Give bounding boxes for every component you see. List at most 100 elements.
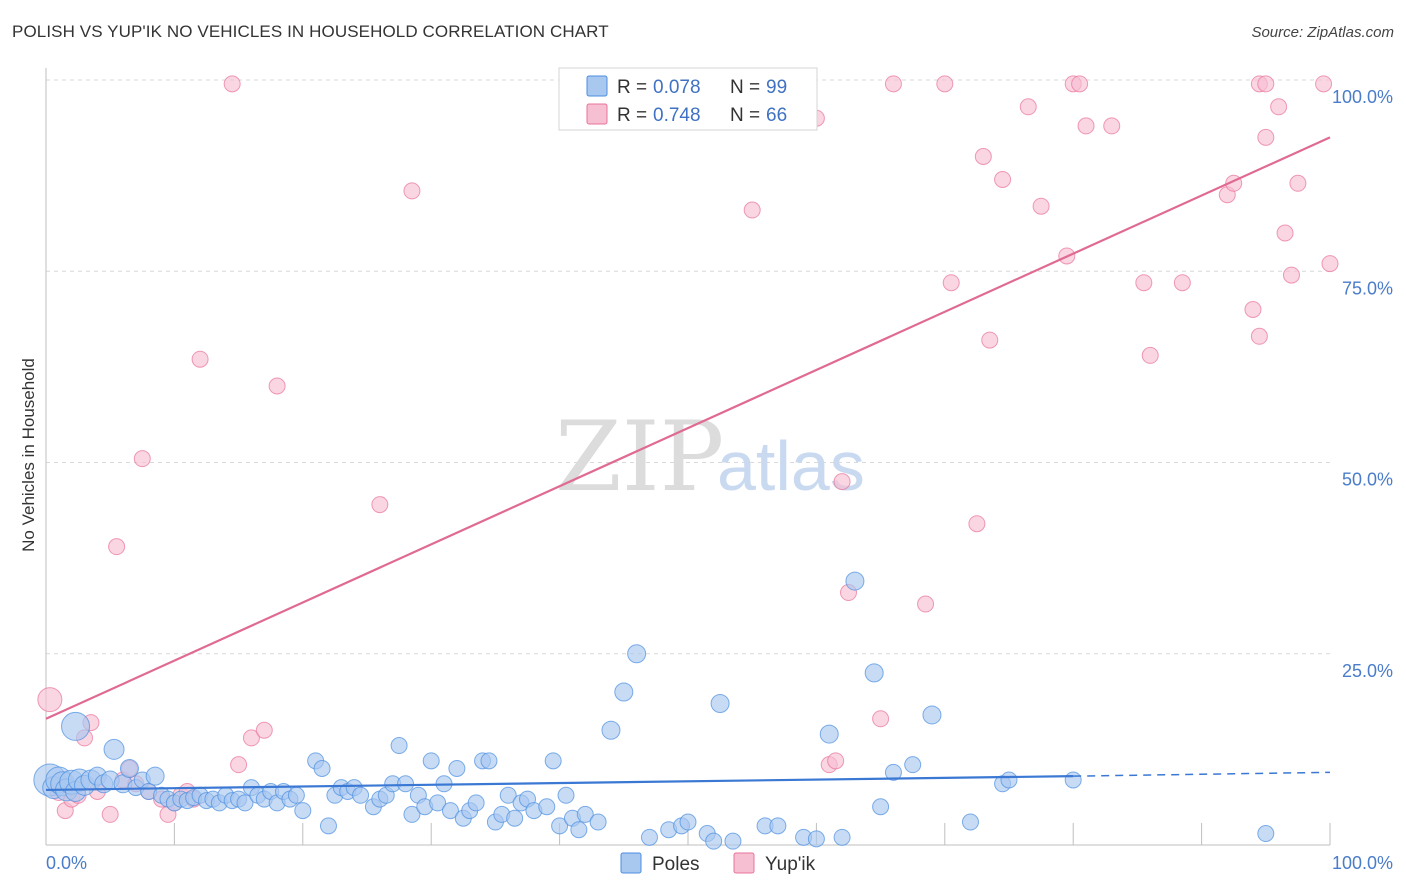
poles-point [614, 682, 634, 702]
legend-poles-r-value: 0.078 [653, 77, 701, 98]
poles-point [441, 802, 459, 820]
correlation-legend: R = 0.078 N = 99 R = 0.748 N = 66 [558, 67, 818, 131]
yupik-points [37, 75, 1339, 823]
yupik-point [1250, 327, 1268, 345]
poles-point [429, 794, 447, 812]
series-legend-label-yupik: Yup'ik [765, 854, 816, 875]
yupik-point [230, 756, 248, 774]
yupik-point [1289, 174, 1307, 192]
poles-point [807, 830, 825, 848]
x-tick-label-end: 100.0% [1332, 853, 1393, 873]
poles-point [1000, 771, 1018, 789]
yupik-point [242, 729, 260, 747]
poles-point [833, 828, 851, 846]
poles-point [390, 737, 408, 755]
yupik-point [1282, 266, 1300, 284]
poles-point [551, 817, 569, 835]
poles-point [710, 693, 730, 713]
poles-point [313, 760, 331, 777]
poles-point [819, 724, 839, 744]
yupik-point [133, 450, 151, 468]
x-tick-label-start: 0.0% [46, 853, 87, 873]
chart-title: POLISH VS YUP'IK NO VEHICLES IN HOUSEHOL… [12, 22, 609, 41]
watermark-zip: ZIP [555, 401, 724, 513]
poles-point [1257, 825, 1275, 843]
yupik-point [1257, 128, 1275, 146]
poles-point [544, 752, 562, 770]
yupik-point [268, 377, 286, 395]
poles-point [397, 775, 415, 793]
series-legend-swatch-poles [620, 852, 642, 874]
y-tick-label: 75.0% [1342, 278, 1393, 298]
poles-point [589, 813, 607, 831]
yupik-point [108, 538, 126, 556]
legend-yupik-r-value: 0.748 [653, 105, 701, 126]
poles-point [119, 759, 139, 778]
yupik-point [1135, 274, 1153, 292]
poles-trend-extension [1073, 771, 1331, 777]
poles-point [864, 663, 884, 683]
yupik-point [968, 515, 986, 533]
y-tick-labels: 25.0% 50.0% 75.0% 100.0% [1332, 87, 1393, 681]
poles-point [904, 756, 922, 774]
poles-point [922, 705, 942, 725]
poles-point [319, 817, 337, 835]
watermark-atlas: atlas [717, 427, 865, 505]
y-tick-label: 25.0% [1342, 661, 1393, 681]
yupik-point [884, 75, 902, 93]
poles-point [422, 752, 440, 770]
axes [45, 68, 1331, 846]
yupik-trend-line [45, 136, 1331, 720]
poles-point [506, 809, 524, 827]
yupik-point [1141, 346, 1159, 364]
poles-point [103, 738, 125, 760]
poles-point [145, 766, 165, 786]
x-tick-labels: 0.0% 100.0% [46, 853, 1393, 873]
poles-point [640, 828, 658, 846]
yupik-point [827, 752, 845, 770]
poles-point [61, 711, 91, 741]
yupik-point [1315, 75, 1333, 93]
legend-swatch-poles [586, 75, 608, 97]
yupik-point [1257, 75, 1275, 93]
yupik-point [1071, 75, 1089, 93]
yupik-point [917, 595, 935, 613]
poles-point [576, 805, 594, 823]
poles-point [467, 794, 485, 812]
yupik-point [743, 201, 761, 219]
legend-yupik-n-label: N = [730, 105, 760, 126]
poles-trend-line [45, 775, 1074, 792]
poles-point [570, 821, 588, 839]
poles-point [872, 798, 890, 816]
poles-point [724, 832, 742, 850]
poles-point [601, 720, 621, 740]
yupik-point [1276, 224, 1294, 242]
yupik-point [936, 75, 954, 93]
yupik-point [981, 331, 999, 349]
yupik-point [255, 721, 273, 739]
poles-point [557, 786, 575, 804]
yupik-point [1032, 197, 1050, 215]
yupik-point [37, 687, 63, 713]
gridlines [46, 79, 1330, 655]
poles-points [33, 571, 1275, 850]
poles-point [480, 752, 498, 770]
yupik-point [1173, 274, 1191, 292]
yupik-point [1019, 98, 1037, 116]
legend-yupik-r-label: R = [617, 105, 647, 126]
poles-point [448, 760, 466, 777]
poles-point [961, 813, 979, 831]
yupik-point [371, 496, 389, 514]
poles-point [352, 786, 370, 804]
yupik-point [101, 805, 119, 823]
y-tick-label: 100.0% [1332, 87, 1393, 107]
yupik-point [872, 710, 890, 728]
legend-poles-r-label: R = [617, 77, 647, 98]
series-legend-label-poles: Poles [652, 854, 700, 875]
source-label: Source: ZipAtlas.com [1251, 24, 1394, 41]
poles-point [845, 571, 865, 591]
yupik-point [1244, 301, 1262, 318]
yupik-point [1103, 117, 1121, 135]
poles-point [679, 813, 697, 831]
